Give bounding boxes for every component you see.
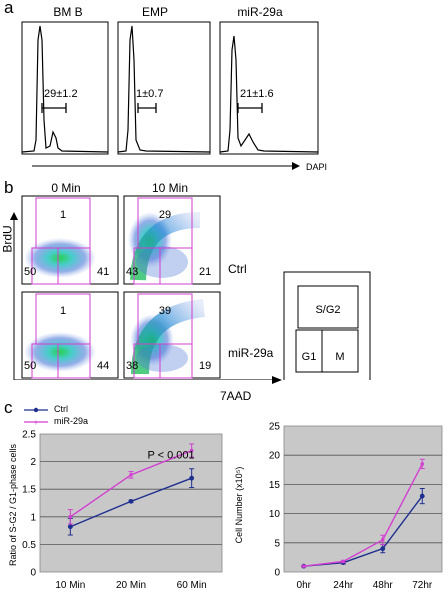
schematic-g1-box	[295, 329, 323, 373]
col-header-0min: 0 Min	[51, 181, 81, 195]
plot3-left: 50	[24, 360, 37, 372]
chart2-ylabel: Cell Number (x10⁵)	[234, 466, 244, 544]
x-tick-label: 60 Min	[177, 580, 207, 591]
svg-text:+: +	[34, 418, 39, 427]
x-tick-label: 0hr	[297, 580, 312, 591]
x-tick-label: 10 Min	[55, 580, 85, 591]
legend-mir: miR-29a	[54, 416, 89, 426]
plot3-top: 1	[59, 305, 67, 317]
x-tick-label: 72hr	[412, 580, 433, 591]
chart1-ylabel: Ratio of S-G2 / G1-phase cells	[8, 443, 18, 567]
schematic-g1: G1	[301, 351, 317, 363]
plot2-top: 29	[158, 209, 172, 221]
x-tick-label: 24hr	[333, 580, 354, 591]
panel-a-letter: a	[4, 0, 14, 17]
panel-b-dotplots	[10, 195, 371, 380]
p-value-annotation: P < 0.001	[147, 449, 194, 461]
data-point	[128, 498, 134, 504]
y-tick-label: 25	[269, 422, 281, 433]
hist-gate-2	[137, 103, 157, 113]
dapi-axis-label: DAPI	[306, 162, 328, 172]
x-tick-label: 20 Min	[116, 580, 146, 591]
schematic-m-box	[321, 329, 359, 373]
plot1-right: 41	[97, 266, 110, 278]
7aad-axis-label: 7AAD	[220, 389, 252, 403]
panel-c-letter: c	[4, 398, 13, 417]
hist-title-3: miR-29a	[237, 5, 283, 19]
xaxis-arrowhead	[272, 376, 282, 384]
y-tick-label: 0	[30, 568, 36, 579]
hist-frame-2	[117, 21, 211, 155]
hist-curve-1	[21, 25, 109, 153]
y-tick-label: 0	[274, 568, 280, 579]
data-point	[380, 546, 386, 552]
hist-frame-1	[21, 21, 109, 155]
ratio-chart: 0 0.5 1 1.5 2 2.5 10 Min 20 Min 60 Min P < 0.001	[22, 430, 223, 591]
y-tick-label: 20	[269, 451, 281, 462]
brdu-axis-label: BrdU	[0, 225, 15, 253]
hist-gate-label-2: 1±0.7	[136, 88, 164, 100]
plot2-right: 21	[199, 266, 212, 278]
y-tick-label: 5	[274, 538, 280, 549]
plot1-top: 1	[59, 209, 67, 221]
plot1-left: 50	[24, 266, 37, 278]
panel-a-histograms	[21, 21, 319, 170]
row-label-mir: miR-29a	[228, 346, 274, 360]
plot4-top: 39	[158, 305, 172, 317]
hist-title-2: EMP	[141, 5, 168, 19]
y-tick-label: 1.5	[22, 485, 36, 496]
y-tick-label: 2	[30, 457, 36, 468]
data-point	[420, 462, 424, 466]
panel-b-letter: b	[4, 178, 14, 197]
y-tick-label: 10	[269, 509, 281, 520]
hist-gate-label-1: 29±1.2	[44, 88, 78, 100]
hist-gate-label-3: 21±1.6	[240, 88, 274, 100]
hist-curve-2	[117, 25, 211, 153]
legend-ctrl: Ctrl	[54, 404, 68, 414]
x-tick-label: 48hr	[373, 580, 394, 591]
legend-swatches: +	[24, 407, 48, 427]
data-point	[68, 515, 72, 519]
hist-gate-1	[41, 103, 67, 113]
schematic-sg2-box	[297, 285, 359, 329]
plot2-left: 43	[126, 266, 139, 278]
schematic-m: M	[335, 351, 345, 363]
hist-frame-3	[219, 21, 319, 155]
data-point	[419, 493, 425, 499]
data-point	[67, 524, 73, 530]
hist-curve-3	[219, 35, 319, 153]
data-point	[189, 475, 195, 481]
plot3-right: 44	[97, 360, 110, 372]
data-point	[381, 538, 385, 542]
cell-number-chart: 0 5 10 15 20 25 0hr 24hr 48hr 72hr	[269, 422, 443, 591]
y-tick-label: 1	[30, 512, 36, 523]
y-tick-label: 15	[269, 480, 281, 491]
plot4-right: 19	[199, 360, 212, 372]
row-label-ctrl: Ctrl	[228, 262, 247, 276]
hist-gate-3	[237, 103, 263, 113]
col-header-10min: 10 Min	[151, 181, 189, 195]
data-point	[302, 564, 306, 568]
data-point	[341, 559, 345, 564]
schematic-sg2: S/G2	[315, 304, 341, 316]
plot4-left: 38	[126, 360, 139, 372]
plot-area-2	[283, 425, 443, 573]
data-point	[190, 448, 194, 453]
y-tick-label: 0.5	[22, 540, 36, 551]
series-line-1	[303, 463, 423, 567]
hist-title-1: BM B	[53, 5, 83, 19]
y-tick-label: 2.5	[22, 430, 36, 441]
data-point	[129, 473, 133, 477]
